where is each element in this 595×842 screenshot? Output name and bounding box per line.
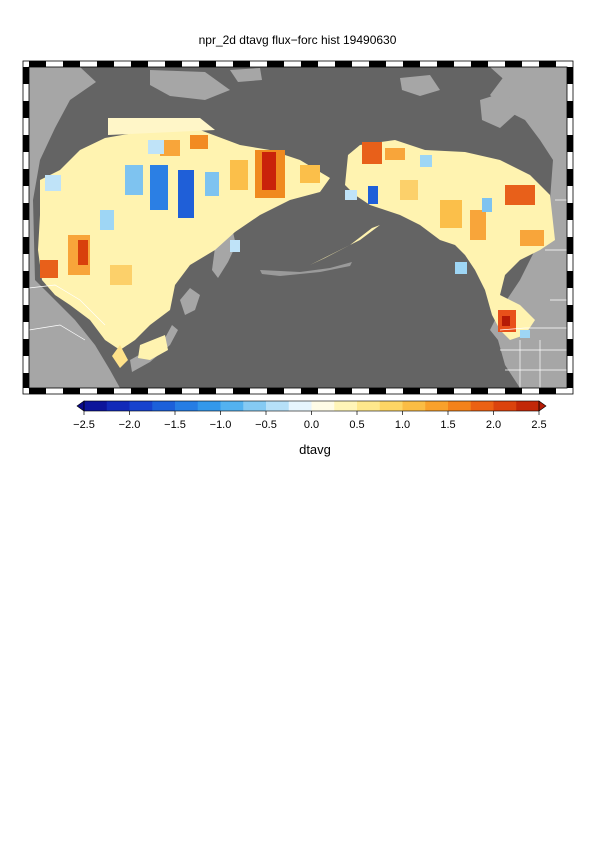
data-field-asia bbox=[38, 118, 330, 368]
frame-tick-top bbox=[505, 61, 522, 67]
colorbar-segments bbox=[76, 400, 547, 412]
frame-tick-left bbox=[23, 373, 29, 388]
map-outer-border bbox=[22, 60, 574, 395]
frame-tick-bottom bbox=[63, 388, 80, 394]
frame-tick-right bbox=[567, 67, 573, 84]
colorbar-segment bbox=[402, 401, 426, 411]
frame-tick-right bbox=[567, 101, 573, 118]
frame-tick-top bbox=[267, 61, 284, 67]
frame-tick-bottom bbox=[233, 388, 250, 394]
colorbar-tick-label: 1.0 bbox=[395, 419, 410, 431]
colorbar-tick-label: −1.0 bbox=[210, 419, 232, 431]
colorbar-tick-label: −2.0 bbox=[119, 419, 141, 431]
frame-tick-left bbox=[23, 305, 29, 322]
frame-tick-top bbox=[29, 61, 46, 67]
frame-tick-bottom bbox=[335, 388, 352, 394]
colorbar-label: dtavg bbox=[299, 442, 331, 457]
colorbar-segment bbox=[243, 401, 267, 411]
map-inner-border bbox=[28, 66, 568, 389]
frame-tick-top bbox=[539, 61, 556, 67]
colorbar-segment bbox=[220, 401, 244, 411]
colorbar-segment bbox=[425, 401, 449, 411]
frame-tick-left bbox=[23, 169, 29, 186]
frame-tick-right bbox=[567, 237, 573, 254]
colorbar-tick-label: 2.5 bbox=[531, 419, 546, 431]
colorbar-segment bbox=[288, 401, 312, 411]
colorbar-ticks bbox=[83, 411, 540, 415]
frame-tick-bottom bbox=[471, 388, 488, 394]
colorbar-tick-label: 1.5 bbox=[440, 419, 455, 431]
colorbar-min-arrow bbox=[76, 400, 85, 412]
frame-tick-right bbox=[567, 305, 573, 322]
frame-tick-right bbox=[567, 203, 573, 220]
frame-tick-bottom bbox=[301, 388, 318, 394]
frame-tick-left bbox=[23, 271, 29, 288]
colorbar-segment bbox=[448, 401, 472, 411]
frame-tick-left bbox=[23, 101, 29, 118]
frame-tick-top bbox=[301, 61, 318, 67]
frame-tick-left bbox=[23, 237, 29, 254]
colorbar-segment bbox=[106, 401, 130, 411]
frame-tick-bottom bbox=[131, 388, 148, 394]
colorbar-segment bbox=[493, 401, 517, 411]
frame-tick-top bbox=[63, 61, 80, 67]
frame-tick-bottom bbox=[437, 388, 454, 394]
plot-title: npr_2d dtavg flux−forc hist 19490630 bbox=[198, 33, 397, 47]
colorbar-segment bbox=[470, 401, 494, 411]
frame-tick-bottom bbox=[199, 388, 216, 394]
frame-tick-bottom bbox=[165, 388, 182, 394]
colorbar-segment bbox=[84, 401, 108, 411]
frame-tick-right bbox=[567, 339, 573, 356]
colorbar-tick-label: 2.0 bbox=[486, 419, 501, 431]
colorbar-segment bbox=[311, 401, 335, 411]
frame-tick-top bbox=[97, 61, 114, 67]
frame-tick-left bbox=[23, 67, 29, 84]
frame-tick-top bbox=[471, 61, 488, 67]
colorbar-segment bbox=[175, 401, 199, 411]
frame-tick-top bbox=[403, 61, 420, 67]
frame-tick-right bbox=[567, 373, 573, 388]
frame-tick-bottom bbox=[505, 388, 522, 394]
frame-tick-right bbox=[567, 271, 573, 288]
frame-tick-right bbox=[567, 169, 573, 186]
frame-tick-top bbox=[335, 61, 352, 67]
colorbar-tick-label: 0.5 bbox=[349, 419, 364, 431]
frame-tick-bottom bbox=[267, 388, 284, 394]
colorbar-segment bbox=[379, 401, 403, 411]
frame-tick-bottom bbox=[369, 388, 386, 394]
map-frame-ticks bbox=[23, 61, 573, 394]
frame-tick-top bbox=[369, 61, 386, 67]
frame-tick-right bbox=[567, 135, 573, 152]
colorbar-tick-labels: −2.5 −2.0 −1.5 −1.0 −0.5 0.0 0.5 1.0 1.5 2.0 2.5 bbox=[73, 419, 547, 431]
frame-tick-bottom bbox=[97, 388, 114, 394]
frame-tick-top bbox=[165, 61, 182, 67]
colorbar-segment bbox=[266, 401, 290, 411]
frame-tick-bottom bbox=[29, 388, 46, 394]
colorbar-segment bbox=[357, 401, 381, 411]
colorbar-tick-label: 0.0 bbox=[304, 419, 319, 431]
political-borders bbox=[28, 199, 567, 388]
colorbar: −2.5 −2.0 −1.5 −1.0 −0.5 0.0 0.5 1.0 1.5 2.0 2.5 d… bbox=[73, 400, 547, 457]
colorbar-segment bbox=[334, 401, 358, 411]
data-field-america bbox=[310, 140, 555, 340]
colorbar-max-arrow bbox=[538, 400, 547, 412]
colorbar-segment bbox=[197, 401, 221, 411]
frame-tick-top bbox=[199, 61, 216, 67]
frame-tick-bottom bbox=[403, 388, 420, 394]
frame-tick-top bbox=[131, 61, 148, 67]
frame-tick-left bbox=[23, 339, 29, 356]
colorbar-tick-label: −0.5 bbox=[255, 419, 277, 431]
frame-tick-left bbox=[23, 135, 29, 152]
frame-tick-top bbox=[233, 61, 250, 67]
frame-tick-left bbox=[23, 203, 29, 220]
colorbar-tick-label: −1.5 bbox=[164, 419, 186, 431]
frame-tick-top bbox=[437, 61, 454, 67]
frame-tick-bottom bbox=[539, 388, 556, 394]
colorbar-segment bbox=[129, 401, 153, 411]
colorbar-segment bbox=[152, 401, 176, 411]
colorbar-tick-label: −2.5 bbox=[73, 419, 95, 431]
colorbar-segment bbox=[516, 401, 540, 411]
